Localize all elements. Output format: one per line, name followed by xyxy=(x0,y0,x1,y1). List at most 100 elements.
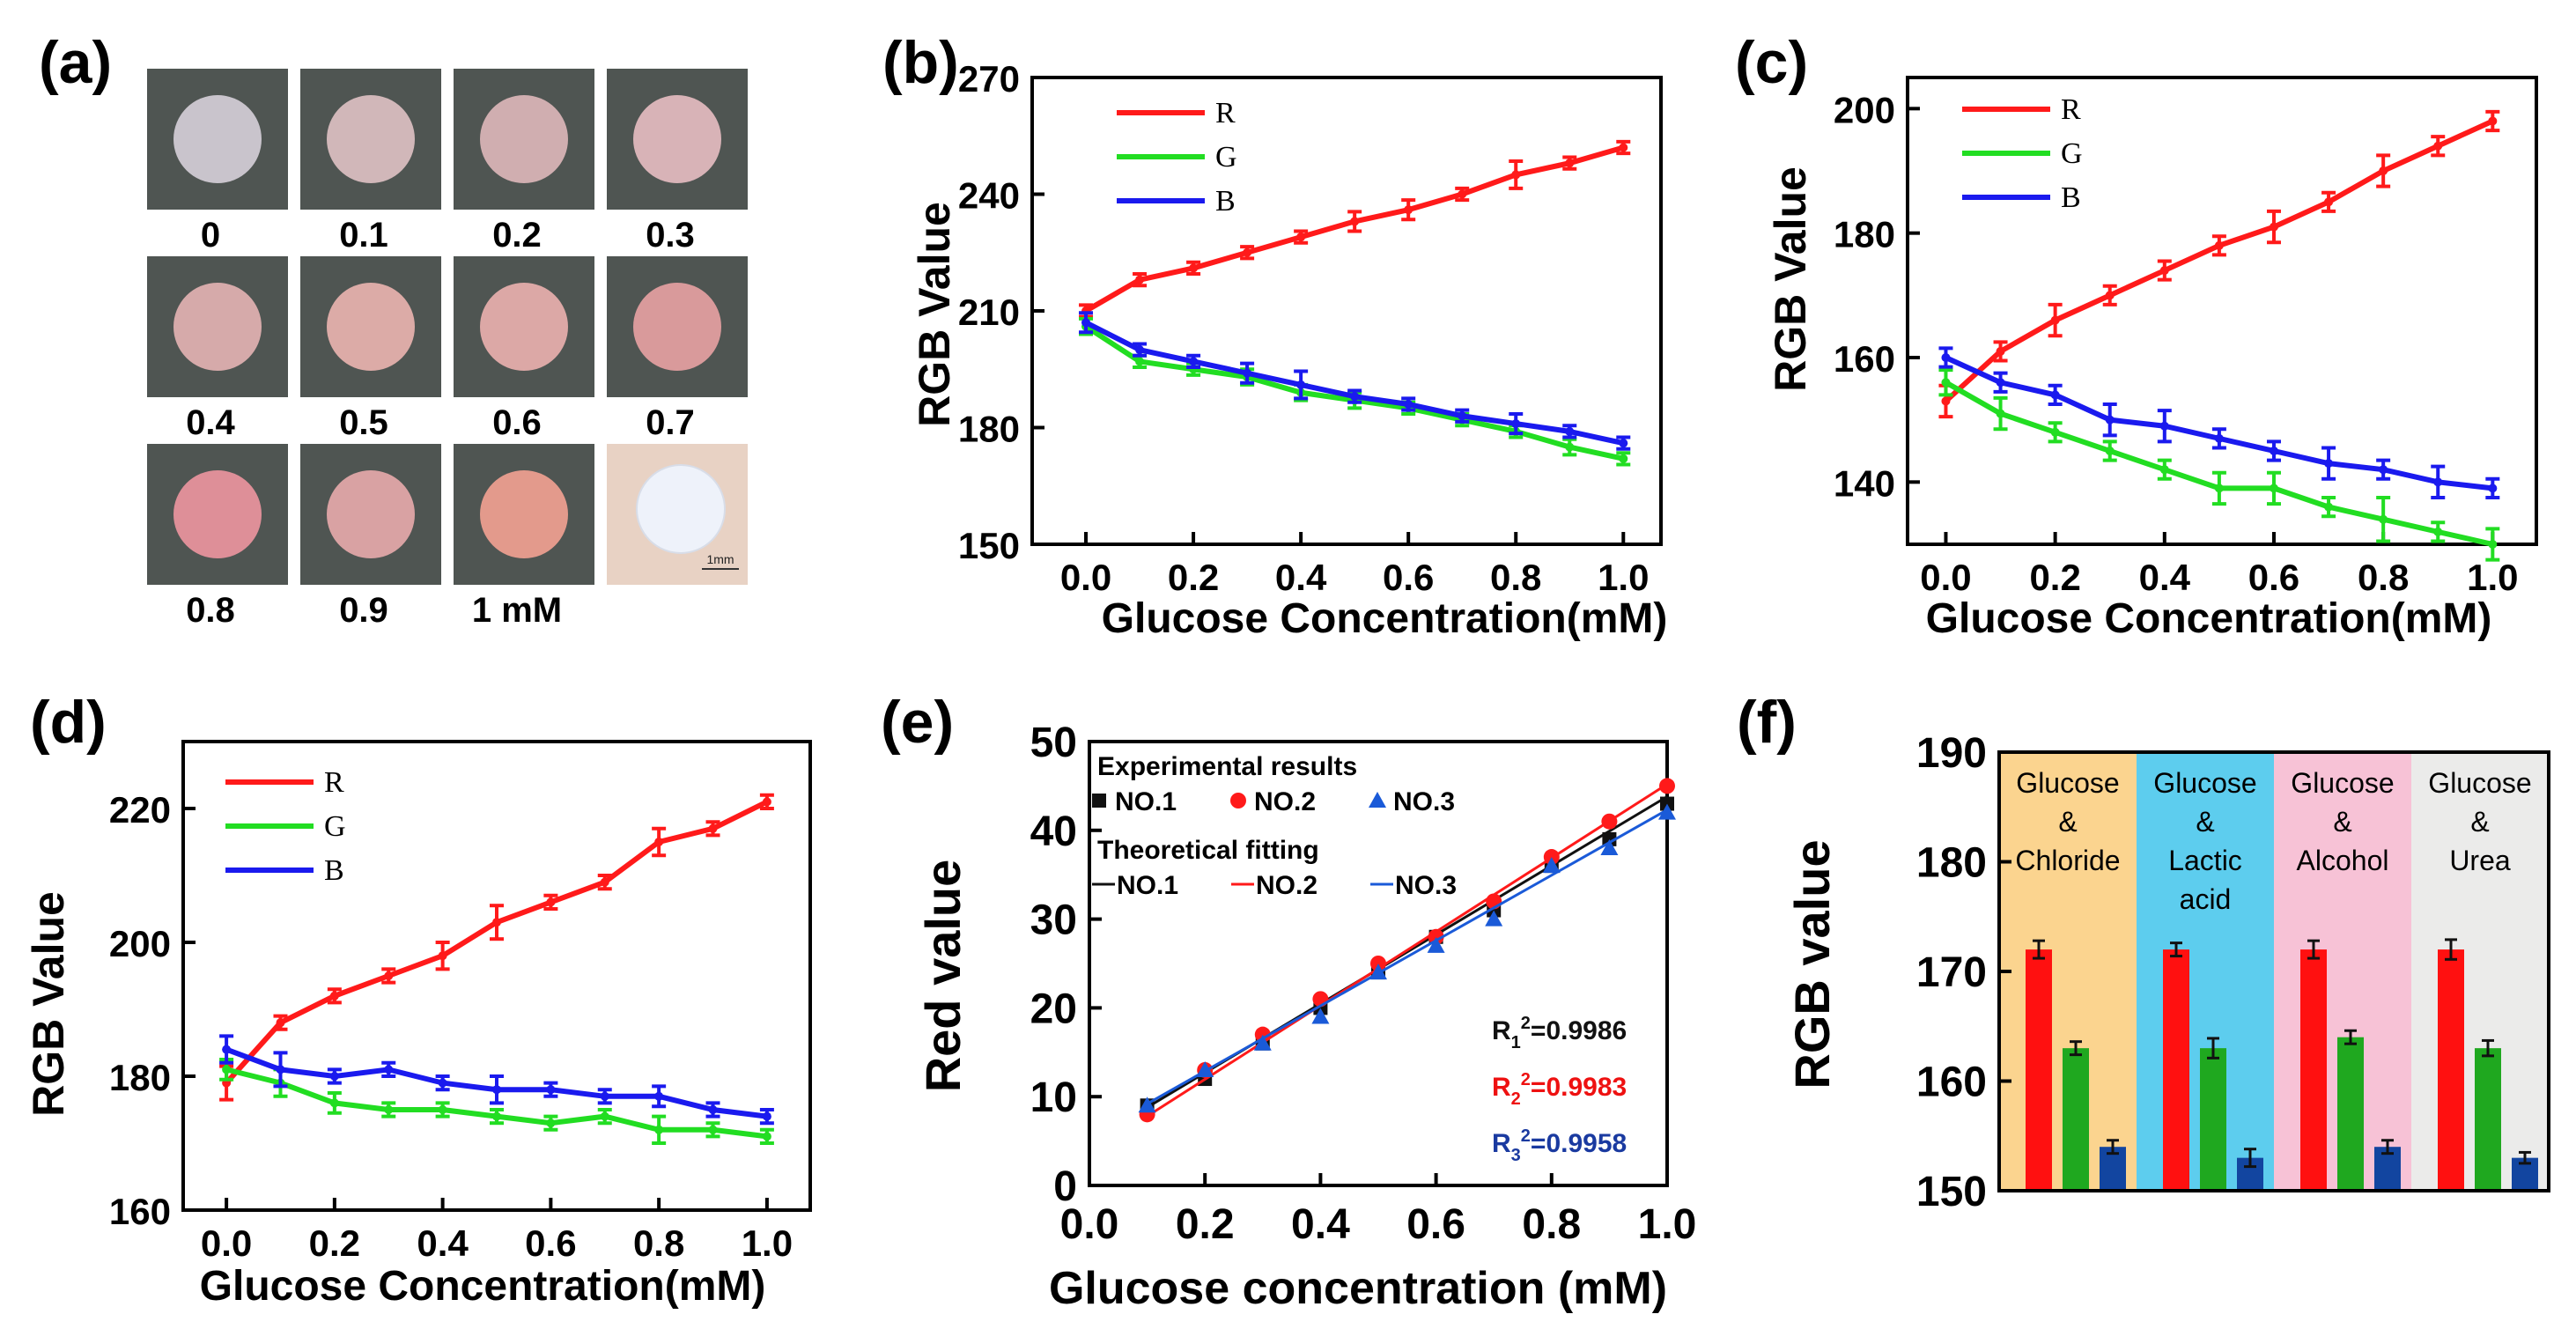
legend-label-R: R xyxy=(1215,97,1236,129)
data-point-R xyxy=(1996,346,2005,356)
r-squared-1: R12=0.9986 xyxy=(1492,1014,1627,1052)
legend-fit-label-NO.3: NO.3 xyxy=(1395,871,1457,900)
data-point-G xyxy=(2379,514,2388,524)
x-tick-label: 0.4 xyxy=(2139,557,2191,598)
category-label: Alcohol xyxy=(2297,845,2389,876)
legend-heading-fitting: Theoretical fitting xyxy=(1097,836,1319,865)
data-point-NO.2 xyxy=(1601,813,1618,830)
chart-f-ylabel: RGB value xyxy=(1784,839,1840,1089)
data-point-R xyxy=(1565,159,1575,168)
category-label: & xyxy=(2058,806,2077,838)
category-label: acid xyxy=(2180,883,2232,915)
data-point-R xyxy=(1511,170,1521,180)
x-tick-label: 0.6 xyxy=(2248,557,2299,598)
x-tick-label: 1.0 xyxy=(1638,1201,1697,1248)
legend-label-R: R xyxy=(2061,93,2081,126)
data-point-B xyxy=(492,1085,501,1095)
concentration-label: 0.2 xyxy=(492,216,542,255)
fit-line-NO.2 xyxy=(1146,783,1668,1118)
y-tick-label: 10 xyxy=(1030,1074,1077,1121)
legend-label-B: B xyxy=(1215,185,1236,218)
data-point-R xyxy=(492,918,501,927)
data-point-R xyxy=(2488,116,2498,126)
chart-c-ylabel: RGB Value xyxy=(1766,166,1815,392)
data-point-R xyxy=(1619,143,1628,152)
panel-c-label: (c) xyxy=(1735,29,1808,96)
plot-frame xyxy=(1906,76,2538,546)
series-line-R xyxy=(224,799,769,1085)
concentration-label: 0.4 xyxy=(186,403,235,442)
chart-e-ylabel: Red value xyxy=(915,860,971,1093)
bar-G xyxy=(2200,1048,2226,1191)
data-point-G xyxy=(438,1105,447,1114)
data-point-B xyxy=(2269,447,2278,455)
category-label: & xyxy=(2196,806,2214,838)
data-point-R xyxy=(2324,197,2334,207)
sensor-disc xyxy=(480,283,568,371)
category-label: Glucose xyxy=(2291,767,2394,799)
concentration-label: 0.3 xyxy=(646,216,695,255)
data-point-R xyxy=(1189,263,1199,273)
panel-a: (a) 0 0.1 0.2 0.3 0.4 0.5 0.6 0.7 0.8 0.9 1 mM 1mm xyxy=(39,29,748,630)
data-point-NO.3 xyxy=(1658,803,1676,820)
panel-b: (b) 150 180 210 240 270 0.0 0.2 0.4 0.6 0.8 1.0 RGB… xyxy=(882,29,1667,642)
chart-b-xlabel: Glucose Concentration(mM) xyxy=(1102,595,1668,642)
x-tick-label: 0.0 xyxy=(1060,1201,1119,1248)
data-point-B xyxy=(1941,353,1951,362)
legend-label-NO.3: NO.3 xyxy=(1393,787,1455,816)
y-tick-label: 0 xyxy=(1053,1163,1077,1210)
data-point-G xyxy=(329,1098,339,1108)
data-point-NO.2 xyxy=(1543,849,1560,866)
concentration-label: 0.5 xyxy=(339,403,388,442)
data-point-R xyxy=(1941,396,1951,406)
x-tick-label: 0.4 xyxy=(417,1222,469,1264)
data-point-R xyxy=(1404,205,1413,215)
y-tick-label: 50 xyxy=(1030,720,1077,766)
bar-R xyxy=(2300,949,2327,1191)
y-tick-label: 270 xyxy=(958,58,1020,100)
sensor-disc xyxy=(633,283,721,371)
data-point-B xyxy=(1619,439,1628,448)
chart-c: 140 160 180 200 0.0 0.2 0.4 0.6 0.8 1.0 RGB xyxy=(1834,76,2538,598)
bar-G xyxy=(2063,1048,2089,1191)
data-point-R xyxy=(1243,247,1252,257)
panel-b-label: (b) xyxy=(882,29,959,96)
data-point-NO.3 xyxy=(1542,857,1561,874)
y-tick-label: 160 xyxy=(1834,338,1895,380)
data-point-G xyxy=(222,1065,232,1074)
panel-d-label: (d) xyxy=(30,689,107,756)
data-point-G xyxy=(1135,357,1145,366)
category-label: Glucose xyxy=(2428,767,2531,799)
y-tick-label: 210 xyxy=(958,292,1020,333)
data-point-R xyxy=(2433,141,2443,151)
x-tick-label: 1.0 xyxy=(2467,557,2518,598)
data-point-B xyxy=(2214,433,2224,443)
bar-G xyxy=(2337,1037,2364,1191)
data-point-R xyxy=(1296,233,1306,242)
data-point-R xyxy=(2379,166,2388,175)
data-point-R xyxy=(1135,275,1145,284)
data-point-G xyxy=(2159,465,2169,475)
x-tick-label: 1.0 xyxy=(1598,557,1649,598)
y-tick-label: 200 xyxy=(109,923,171,964)
y-tick-label: 180 xyxy=(109,1057,171,1098)
data-point-B xyxy=(762,1111,771,1121)
data-point-NO.1 xyxy=(1602,831,1617,846)
data-point-NO.3 xyxy=(1311,1008,1330,1024)
data-point-NO.3 xyxy=(1253,1034,1272,1051)
x-tick-label: 0.2 xyxy=(1168,557,1219,598)
y-tick-label: 160 xyxy=(1916,1060,1987,1106)
y-tick-label: 240 xyxy=(958,175,1020,217)
chart-e: 0 10 20 30 40 50 0.0 0.2 0.4 0.6 0.8 1.0 Experimenta… xyxy=(1030,720,1697,1248)
data-point-B xyxy=(1565,426,1575,436)
data-point-NO.1 xyxy=(1092,794,1106,808)
y-tick-label: 40 xyxy=(1030,808,1077,855)
data-point-B xyxy=(438,1078,447,1088)
sensor-disc xyxy=(633,95,721,183)
y-tick-label: 140 xyxy=(1834,462,1895,504)
data-point-G xyxy=(2433,527,2443,536)
panel-f: (f) Glucose&ChlorideGlucose&LacticacidGl… xyxy=(1737,689,2550,1215)
data-point-NO.3 xyxy=(1138,1096,1156,1113)
data-point-G xyxy=(2488,540,2498,549)
panel-e-label: (e) xyxy=(881,689,954,756)
